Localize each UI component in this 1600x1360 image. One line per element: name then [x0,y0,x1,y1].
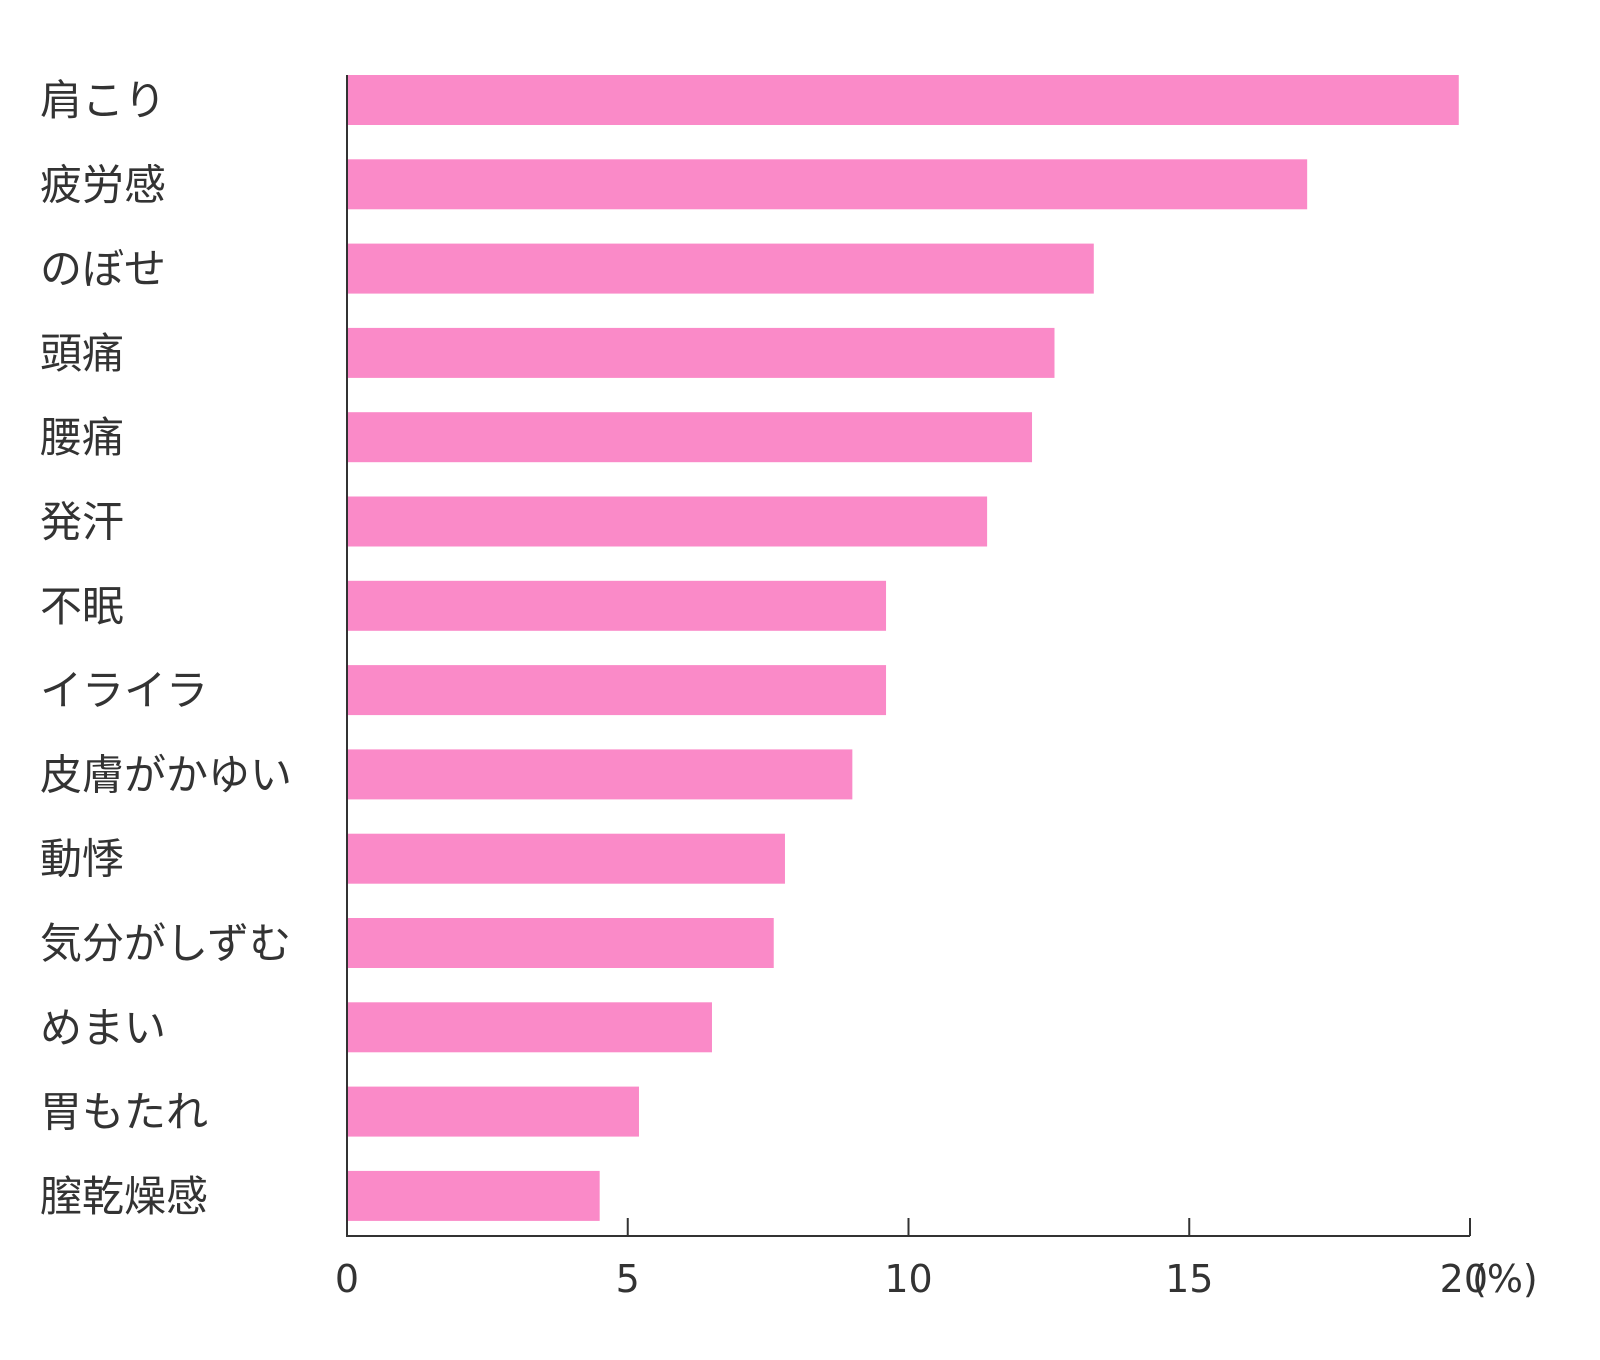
category-label-0: 肩こり [40,76,166,125]
bar-1 [347,159,1308,210]
x-axis-ticks: 0 5 10 15 20 [335,1218,1488,1301]
category-label-12: 胃もたれ [40,1088,208,1137]
category-label-2: のぼせ [40,245,166,294]
bars-group [347,75,1459,1221]
category-label-8: 皮膚がかゆい [40,750,292,799]
bar-8 [347,749,853,800]
bar-11 [347,1002,712,1053]
category-label-13: 膣乾燥感 [40,1172,208,1221]
category-label-3: 頭痛 [40,329,124,378]
bar-2 [347,243,1094,294]
x-tick-label-0: 0 [335,1257,359,1301]
bar-0 [347,75,1459,125]
x-axis-unit: (%) [1472,1257,1538,1301]
bar-7 [347,665,887,716]
bar-13 [347,1170,600,1221]
x-tick-label-4: 20 [1440,1257,1488,1301]
category-label-7: イライラ [40,666,208,715]
x-tick-label-2: 10 [884,1257,932,1301]
category-label-1: 疲労感 [40,160,166,209]
x-tick-label-3: 15 [1165,1257,1213,1301]
bar-9 [347,833,785,884]
bar-5 [347,496,988,547]
category-labels: 肩こり疲労感のぼせ頭痛腰痛発汗不眠イライラ皮膚がかゆい動悸気分がしずむめまい胃も… [40,76,292,1221]
category-label-4: 腰痛 [40,413,124,462]
x-tick-label-1: 5 [616,1257,640,1301]
bar-3 [347,327,1055,378]
bar-10 [347,918,774,968]
bar-6 [347,580,887,631]
category-label-11: めまい [40,1003,166,1052]
bar-12 [347,1086,639,1137]
category-label-9: 動悸 [40,835,124,884]
bar-4 [347,412,1033,463]
category-label-6: 不眠 [40,582,124,631]
category-label-5: 発汗 [40,498,124,547]
category-label-10: 気分がしずむ [40,919,291,968]
